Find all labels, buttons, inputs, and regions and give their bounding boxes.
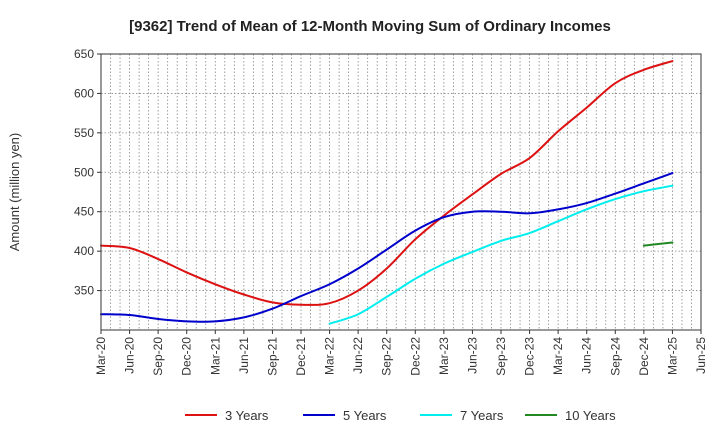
x-tick-label: Jun-20	[123, 337, 137, 374]
x-tick-label: Dec-24	[637, 337, 651, 376]
y-tick-label: 500	[74, 165, 94, 179]
series-line-7-years	[328, 184, 674, 325]
x-tick-label: Sep-21	[265, 337, 279, 376]
plot-area-frame	[100, 53, 702, 331]
x-tick-label: Dec-21	[294, 337, 308, 376]
x-tick-label: Sep-20	[151, 337, 165, 376]
y-tick-label: 350	[74, 284, 94, 298]
x-tick-label: Jun-23	[465, 337, 479, 374]
x-tick-label: Mar-24	[551, 337, 565, 375]
y-tick-label: 600	[74, 86, 94, 100]
y-axis-label: Amount (million yen)	[7, 133, 22, 252]
y-tick-label: 400	[74, 244, 94, 258]
x-tick-label: Sep-22	[380, 337, 394, 376]
x-tick-label: Dec-20	[180, 337, 194, 376]
x-tick-label: Sep-24	[608, 337, 622, 376]
x-axis: Mar-20 Jun-20 Sep-20 Dec-20 Mar-21 Jun-21 Sep-…	[94, 330, 708, 376]
legend-label-5-years: 5 Years	[343, 408, 387, 423]
legend: 3 Years 5 Years 7 Years 10 Years	[185, 408, 616, 423]
x-tick-label: Jun-21	[237, 337, 251, 374]
y-tick-label: 650	[74, 47, 94, 61]
y-tick-label: 450	[74, 205, 94, 219]
y-axis: 350 400 450 500 550 600 650	[74, 47, 101, 298]
x-tick-label: Sep-23	[494, 337, 508, 376]
x-tick-label: Jun-24	[580, 337, 594, 374]
series-line-5-years	[100, 172, 674, 323]
x-tick-label: Dec-23	[523, 337, 537, 376]
legend-label-10-years: 10 Years	[565, 408, 616, 423]
x-tick-label: Mar-23	[437, 337, 451, 375]
x-tick-label: Mar-21	[208, 337, 222, 375]
x-tick-label: Mar-25	[665, 337, 679, 375]
x-tick-label: Mar-22	[323, 337, 337, 375]
x-tick-label: Mar-20	[94, 337, 108, 375]
series-line-10-years	[642, 241, 674, 247]
legend-label-7-years: 7 Years	[460, 408, 504, 423]
x-tick-label: Jun-25	[694, 337, 708, 374]
series-line-3-years	[100, 60, 674, 306]
x-tick-label: Jun-22	[351, 337, 365, 374]
chart-title: [9362] Trend of Mean of 12-Month Moving …	[129, 18, 611, 35]
series-lines	[100, 60, 674, 325]
y-tick-label: 550	[74, 126, 94, 140]
x-tick-label: Dec-22	[408, 337, 422, 376]
legend-label-3-years: 3 Years	[225, 408, 269, 423]
